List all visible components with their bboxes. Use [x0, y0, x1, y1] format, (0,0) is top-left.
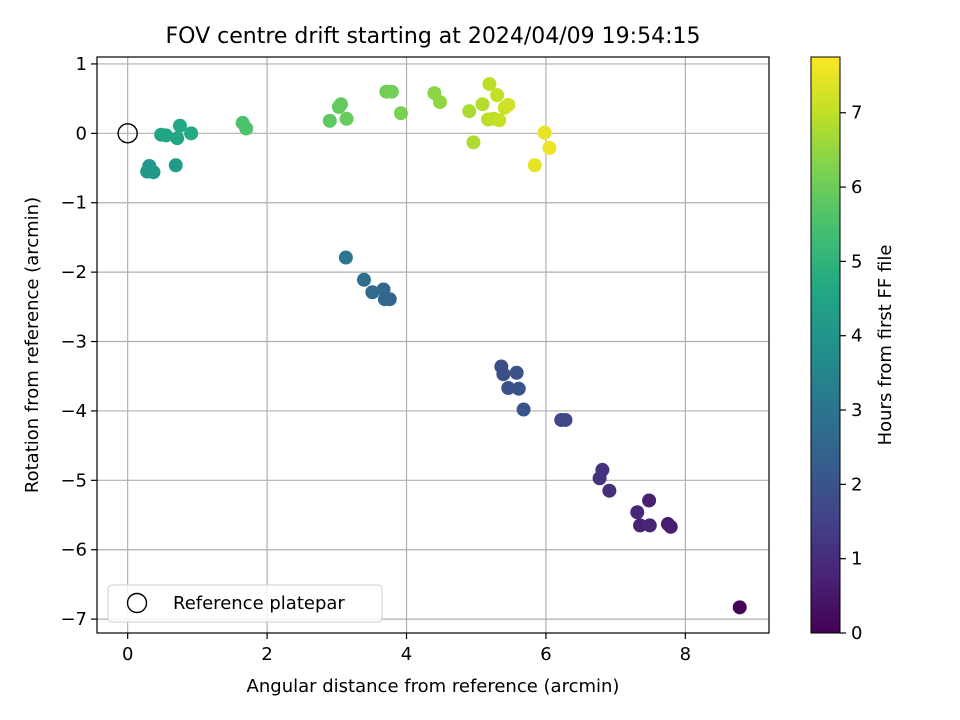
data-point: [501, 97, 516, 112]
data-point: [496, 367, 511, 382]
legend: Reference platepar: [107, 584, 383, 623]
y-tick-label: 1: [76, 54, 87, 75]
data-point: [511, 381, 526, 396]
axes-frame: [96, 56, 770, 634]
data-point: [322, 113, 337, 128]
data-point: [384, 84, 399, 99]
y-tick-label: −7: [60, 609, 87, 630]
colorbar-tick-label: 4: [851, 326, 862, 347]
y-tick-label: −4: [60, 401, 87, 422]
x-tick-label: 6: [540, 644, 551, 665]
data-point: [537, 125, 552, 140]
x-axis-label: Angular distance from reference (arcmin): [247, 676, 620, 697]
data-point: [339, 111, 354, 126]
y-tick-label: −1: [60, 193, 87, 214]
legend-label: Reference platepar: [173, 593, 345, 614]
plot-area: [97, 57, 769, 633]
data-point: [333, 97, 348, 112]
data-point: [527, 158, 542, 173]
data-point: [239, 121, 254, 136]
colorbar-label: Hours from first FF file: [875, 245, 896, 446]
data-point: [501, 381, 516, 396]
y-tick-label: −3: [60, 332, 87, 353]
data-point: [393, 106, 408, 121]
data-point: [466, 135, 481, 150]
x-tick-label: 8: [680, 644, 691, 665]
data-point: [365, 285, 380, 300]
x-tick-label: 4: [401, 644, 412, 665]
colorbar-tick-label: 5: [851, 251, 862, 272]
data-point: [382, 292, 397, 307]
x-axis-ticks: 0 2 4 6 8: [122, 633, 691, 665]
data-point: [602, 483, 617, 498]
colorbar: [810, 56, 841, 634]
data-point: [490, 88, 505, 103]
data-point: [168, 158, 183, 173]
colorbar-tick-label: 0: [851, 623, 862, 644]
data-points: [140, 77, 747, 615]
y-tick-label: 0: [76, 123, 87, 144]
colorbar-tick-label: 2: [851, 474, 862, 495]
y-tick-label: −6: [60, 540, 87, 561]
colorbar-ticks: 0 1 2 3 4 5 6 7: [840, 103, 862, 644]
data-point: [663, 519, 678, 534]
data-point: [732, 600, 747, 615]
data-point: [516, 402, 531, 417]
data-point: [509, 365, 524, 380]
legend-marker-icon: [126, 592, 148, 614]
data-point: [630, 505, 645, 520]
legend-box: [107, 584, 383, 623]
colorbar-tick-label: 7: [851, 103, 862, 124]
data-point: [558, 412, 573, 427]
data-point: [492, 113, 507, 128]
data-point: [356, 272, 371, 287]
data-point: [172, 118, 187, 133]
x-tick-label: 2: [261, 644, 272, 665]
colorbar-tick-label: 3: [851, 400, 862, 421]
data-point: [475, 97, 490, 112]
data-point: [462, 104, 477, 119]
data-point: [146, 165, 161, 180]
data-point: [482, 77, 497, 92]
data-point: [642, 493, 657, 508]
data-point: [432, 95, 447, 110]
data-point: [184, 126, 199, 141]
colorbar-tick-label: 1: [851, 549, 862, 570]
y-tick-label: −5: [60, 470, 87, 491]
y-tick-label: −2: [60, 262, 87, 283]
data-point: [592, 471, 607, 486]
data-point: [159, 128, 174, 143]
reference-marker: [117, 123, 138, 144]
y-axis-ticks: 1 0 −1 −2 −3 −4 −5 −6 −7: [60, 54, 97, 630]
data-point: [170, 131, 185, 146]
data-point: [633, 518, 648, 533]
colorbar-tick-label: 6: [851, 177, 862, 198]
x-tick-label: 0: [122, 644, 133, 665]
chart-title: FOV centre drift starting at 2024/04/09 …: [166, 24, 701, 49]
grid-lines: [97, 57, 769, 633]
data-point: [642, 518, 657, 533]
data-point: [338, 250, 353, 265]
data-point: [542, 140, 557, 155]
y-axis-label: Rotation from reference (arcmin): [22, 197, 43, 493]
